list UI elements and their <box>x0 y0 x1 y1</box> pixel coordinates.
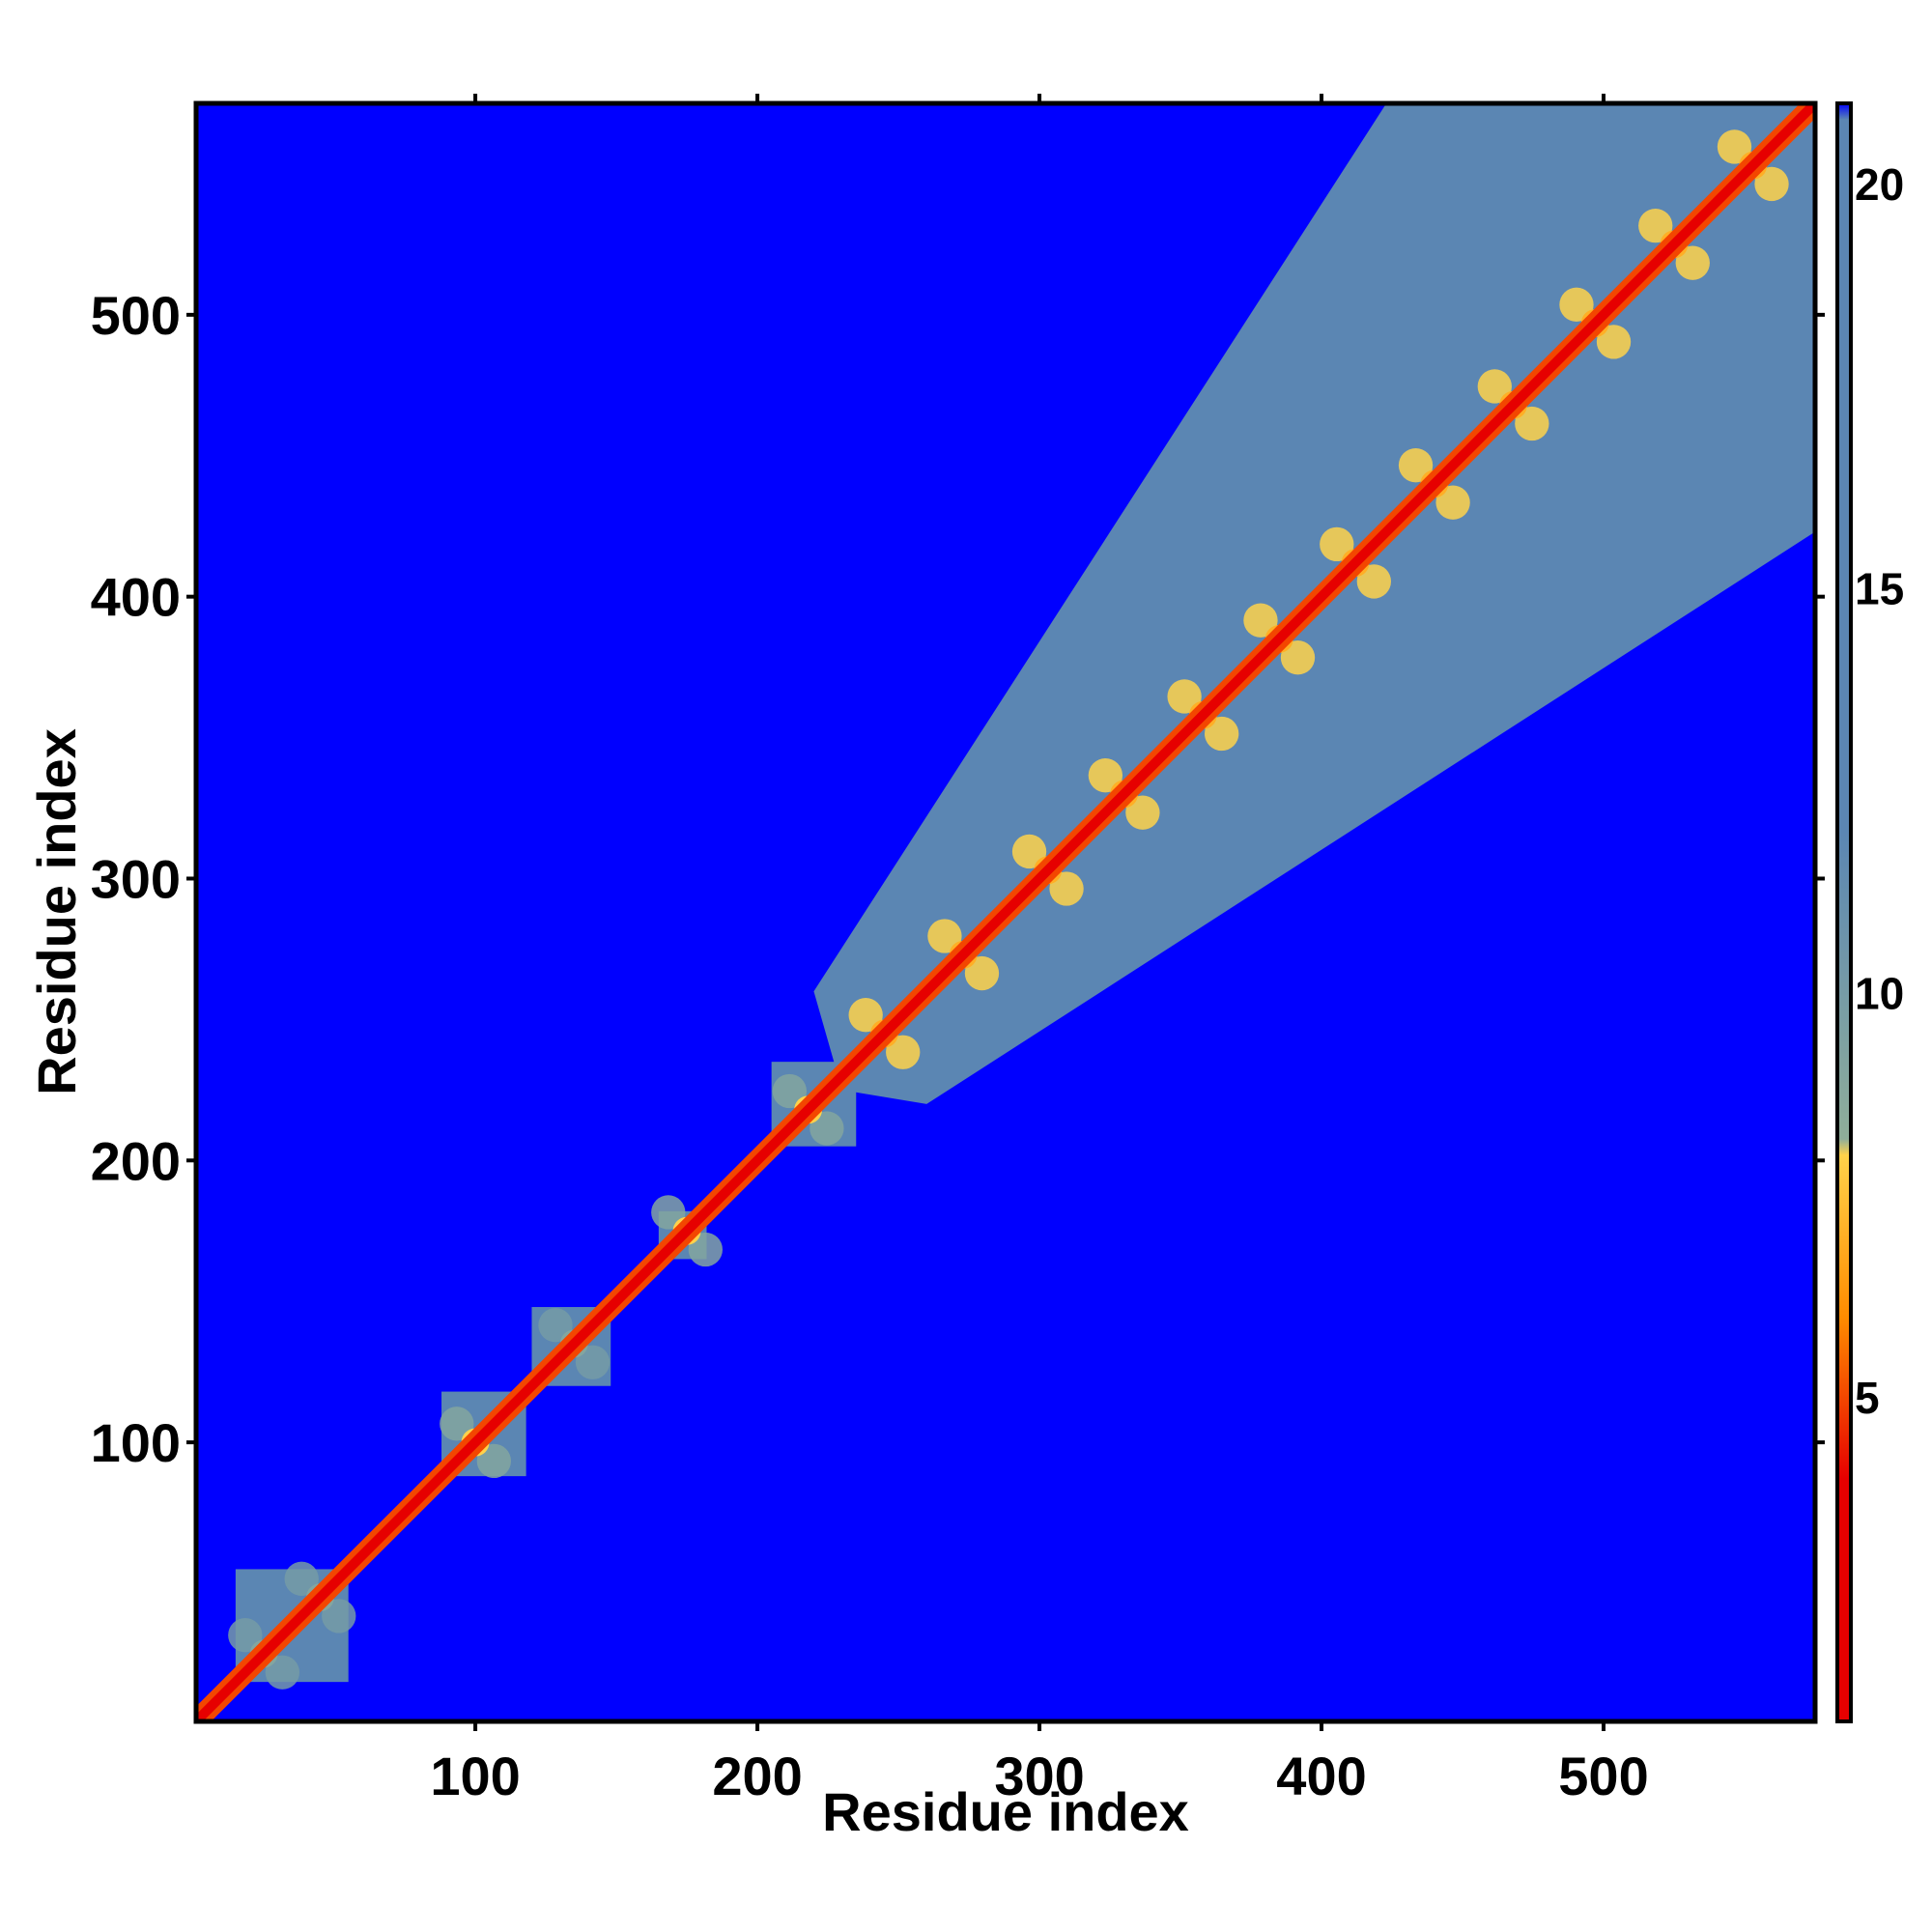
diagonal-line <box>196 103 1815 1721</box>
contact-cluster <box>1280 640 1316 675</box>
x-tick-label: 500 <box>1558 1746 1648 1806</box>
contact-cluster <box>1398 448 1434 483</box>
contact-cluster <box>538 1308 573 1343</box>
x-axis-title: Residue index <box>822 1781 1189 1842</box>
contact-cluster <box>1320 526 1354 562</box>
y-axis-ticks: 100 200 300 400 500 <box>91 285 196 1473</box>
contact-cluster <box>440 1406 474 1441</box>
contact-cluster <box>772 1073 808 1109</box>
colorbar-tick-label: 15 <box>1855 564 1904 614</box>
contact-cluster <box>1675 245 1710 280</box>
contact-cluster <box>1596 325 1632 359</box>
contact-cluster <box>927 919 962 953</box>
contact-cluster <box>228 1618 263 1653</box>
x-axis-ticks: 100 200 300 400 500 <box>430 1721 1649 1806</box>
x-tick-label: 400 <box>1276 1746 1366 1806</box>
heatmap-cells <box>196 103 1815 1721</box>
contact-cluster <box>688 1232 723 1267</box>
y-tick-label: 200 <box>91 1130 181 1191</box>
contact-cluster <box>1356 564 1391 599</box>
contact-cluster <box>1515 406 1549 441</box>
contact-cluster <box>265 1655 300 1690</box>
contact-cluster <box>1477 369 1512 404</box>
contact-cluster <box>1243 603 1278 638</box>
contact-cluster <box>1049 871 1084 906</box>
contact-cluster <box>886 1035 921 1069</box>
contact-cluster <box>810 1111 844 1146</box>
contact-cluster <box>848 998 883 1033</box>
y-tick-label: 300 <box>91 848 181 909</box>
colorbar: 5 10 15 20 <box>1835 101 1904 1723</box>
contact-cluster <box>1717 129 1752 164</box>
contact-cluster <box>1638 208 1673 243</box>
x-tick-label: 200 <box>712 1746 802 1806</box>
contact-cluster <box>1088 758 1123 793</box>
y-tick-label: 100 <box>91 1412 181 1473</box>
contact-cluster <box>1754 166 1789 202</box>
plot-area <box>193 100 1818 1724</box>
contact-cluster <box>1435 485 1470 520</box>
right-axis-ticks <box>1815 312 1825 1445</box>
contact-cluster <box>1125 795 1160 830</box>
contact-cluster <box>1559 287 1594 323</box>
colorbar-tick-label: 10 <box>1855 968 1904 1018</box>
contact-cluster <box>964 955 1000 991</box>
top-axis-ticks <box>473 94 1606 103</box>
y-tick-label: 400 <box>91 567 181 628</box>
plot-frame <box>193 100 1818 1724</box>
colorbar-fill <box>1837 103 1851 1721</box>
colorbar-tick-label: 20 <box>1855 159 1904 210</box>
contact-cluster <box>651 1195 686 1230</box>
colorbar-frame <box>1835 101 1853 1723</box>
contact-cluster <box>322 1599 356 1634</box>
x-tick-label: 300 <box>994 1746 1084 1806</box>
colorbar-tick-label: 5 <box>1855 1373 1880 1423</box>
contact-cluster <box>1204 716 1239 752</box>
colorbar-ticks: 5 10 15 20 <box>1855 159 1904 1423</box>
y-axis-title: Residue index <box>26 728 87 1095</box>
contact-cluster <box>1011 834 1047 869</box>
contact-cluster <box>1167 679 1202 714</box>
contact-cluster <box>575 1345 611 1379</box>
y-tick-label: 500 <box>91 285 181 346</box>
contact-cluster <box>476 1443 512 1479</box>
x-tick-label: 100 <box>430 1746 520 1806</box>
contact-cluster <box>284 1561 319 1596</box>
